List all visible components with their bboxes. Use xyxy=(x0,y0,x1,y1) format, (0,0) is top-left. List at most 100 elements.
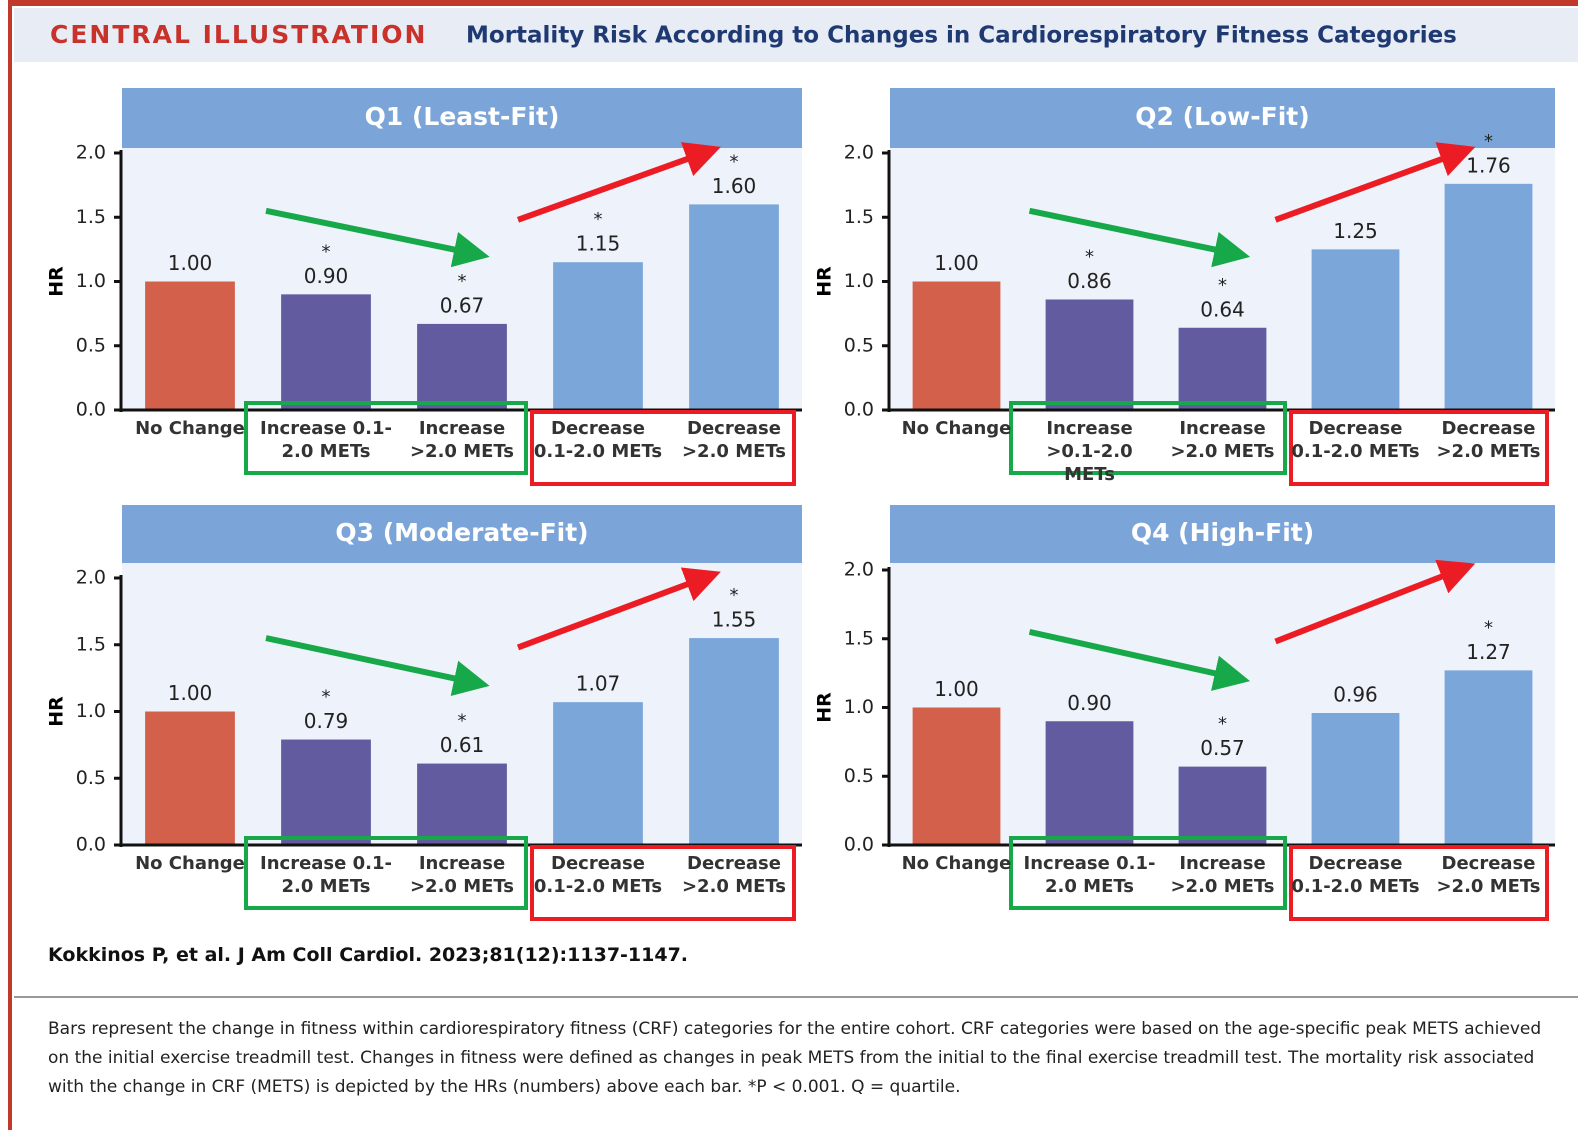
trend-arrow xyxy=(516,142,721,223)
top-border xyxy=(10,0,1578,6)
panel-title: Q4 (High-Fit) xyxy=(1131,518,1314,547)
bar xyxy=(689,204,779,410)
trend-arrow xyxy=(1274,559,1476,645)
citation: Kokkinos P, et al. J Am Coll Cardiol. 20… xyxy=(48,944,689,966)
y-tick-label: 1.5 xyxy=(76,206,106,228)
y-tick-label: 1.5 xyxy=(844,206,874,228)
y-tick-label: 0.5 xyxy=(844,765,874,787)
bar xyxy=(1311,713,1400,845)
value-label: 0.79 xyxy=(304,709,349,733)
title-band xyxy=(890,88,1555,148)
title-band xyxy=(122,88,802,148)
increase-box xyxy=(244,836,528,910)
bar xyxy=(417,763,507,845)
category-label: Increase 0.1-2.0 METs xyxy=(1023,853,1156,897)
trend-arrow xyxy=(265,635,490,696)
value-label: 0.67 xyxy=(440,293,485,317)
category-label: Decrease 0.1-2.0 METs xyxy=(1291,853,1420,897)
decrease-box xyxy=(530,845,796,921)
significance-marker: * xyxy=(730,151,739,172)
bar xyxy=(553,262,643,410)
value-label: 1.76 xyxy=(1466,153,1511,177)
category-label: Decrease >2.0 METs xyxy=(1436,853,1541,897)
bar xyxy=(145,281,235,410)
value-label: 0.57 xyxy=(1200,736,1245,760)
trend-arrow xyxy=(1028,628,1251,691)
category-label: Decrease >2.0 METs xyxy=(1436,418,1541,462)
bar xyxy=(1444,183,1533,410)
significance-marker: * xyxy=(322,241,331,262)
category-label: Decrease >2.0 METs xyxy=(681,418,787,462)
bar xyxy=(689,638,779,845)
value-label: 1.60 xyxy=(712,174,757,198)
bar xyxy=(1311,249,1400,410)
bar xyxy=(1178,766,1267,845)
y-axis-label: HR xyxy=(814,692,836,723)
category-label: Increase 0.1-2.0 METs xyxy=(260,853,392,897)
y-tick-label: 0.0 xyxy=(844,834,874,856)
bar xyxy=(912,707,1001,845)
increase-box xyxy=(1009,401,1287,475)
category-label: Increase >2.0 METs xyxy=(409,418,515,462)
category-label: No Change xyxy=(135,418,245,439)
panel-title: Q1 (Least-Fit) xyxy=(365,102,560,131)
y-tick-label: 1.0 xyxy=(844,270,874,292)
increase-box xyxy=(1009,836,1287,910)
header-band xyxy=(14,8,1578,62)
decrease-box xyxy=(1289,845,1549,921)
category-label: Increase >2.0 METs xyxy=(1170,418,1275,462)
trend-arrow xyxy=(1274,142,1476,223)
y-tick-label: 2.0 xyxy=(844,142,874,164)
category-label: Increase >2.0 METs xyxy=(1170,853,1275,897)
category-label: Decrease 0.1-2.0 METs xyxy=(1291,418,1420,462)
value-label: 1.07 xyxy=(576,672,621,696)
significance-marker: * xyxy=(594,209,603,230)
trend-arrow xyxy=(516,567,721,651)
bar xyxy=(1444,670,1533,845)
y-tick-label: 1.0 xyxy=(76,270,106,292)
significance-marker: * xyxy=(322,687,331,708)
value-label: 1.15 xyxy=(576,232,621,256)
y-tick-label: 1.0 xyxy=(76,700,106,722)
value-label: 0.90 xyxy=(1067,691,1112,715)
bar xyxy=(1045,299,1134,410)
y-tick-label: 2.0 xyxy=(844,559,874,581)
caption: Bars represent the change in fitness wit… xyxy=(48,1019,1542,1097)
y-axis-label: HR xyxy=(46,266,68,297)
bar xyxy=(553,702,643,845)
category-label: Decrease 0.1-2.0 METs xyxy=(533,853,663,897)
y-axis-label: HR xyxy=(46,696,68,727)
y-tick-label: 0.5 xyxy=(76,767,106,789)
value-label: 1.00 xyxy=(168,251,213,275)
significance-marker: * xyxy=(458,711,467,732)
bar xyxy=(281,739,371,845)
category-label: Increase 0.1-2.0 METs xyxy=(260,418,392,462)
category-label: Decrease >2.0 METs xyxy=(681,853,787,897)
bar xyxy=(1178,327,1267,410)
value-label: 1.25 xyxy=(1333,219,1378,243)
y-tick-label: 0.5 xyxy=(76,334,106,356)
bar xyxy=(145,711,235,845)
trend-arrow xyxy=(1028,207,1251,268)
header-label: CENTRAL ILLUSTRATION xyxy=(50,20,427,49)
increase-box xyxy=(244,401,528,475)
bar xyxy=(1045,721,1134,845)
y-tick-label: 0.5 xyxy=(844,334,874,356)
title-band xyxy=(890,505,1555,563)
y-tick-label: 1.5 xyxy=(844,627,874,649)
y-tick-label: 0.0 xyxy=(76,399,106,421)
panel-title: Q3 (Moderate-Fit) xyxy=(335,518,588,547)
value-label: 1.00 xyxy=(168,681,213,705)
significance-marker: * xyxy=(730,585,739,606)
category-label: No Change xyxy=(901,418,1012,439)
significance-marker: * xyxy=(1218,714,1227,735)
value-label: 1.00 xyxy=(934,677,979,701)
value-label: 0.86 xyxy=(1067,269,1112,293)
category-label: Increase >0.1-2.0 METs xyxy=(1046,418,1133,485)
category-label: No Change xyxy=(901,853,1012,874)
left-border xyxy=(8,0,12,1130)
y-tick-label: 2.0 xyxy=(76,142,106,164)
y-tick-label: 0.0 xyxy=(844,399,874,421)
y-tick-label: 1.0 xyxy=(844,696,874,718)
bar xyxy=(281,294,371,410)
